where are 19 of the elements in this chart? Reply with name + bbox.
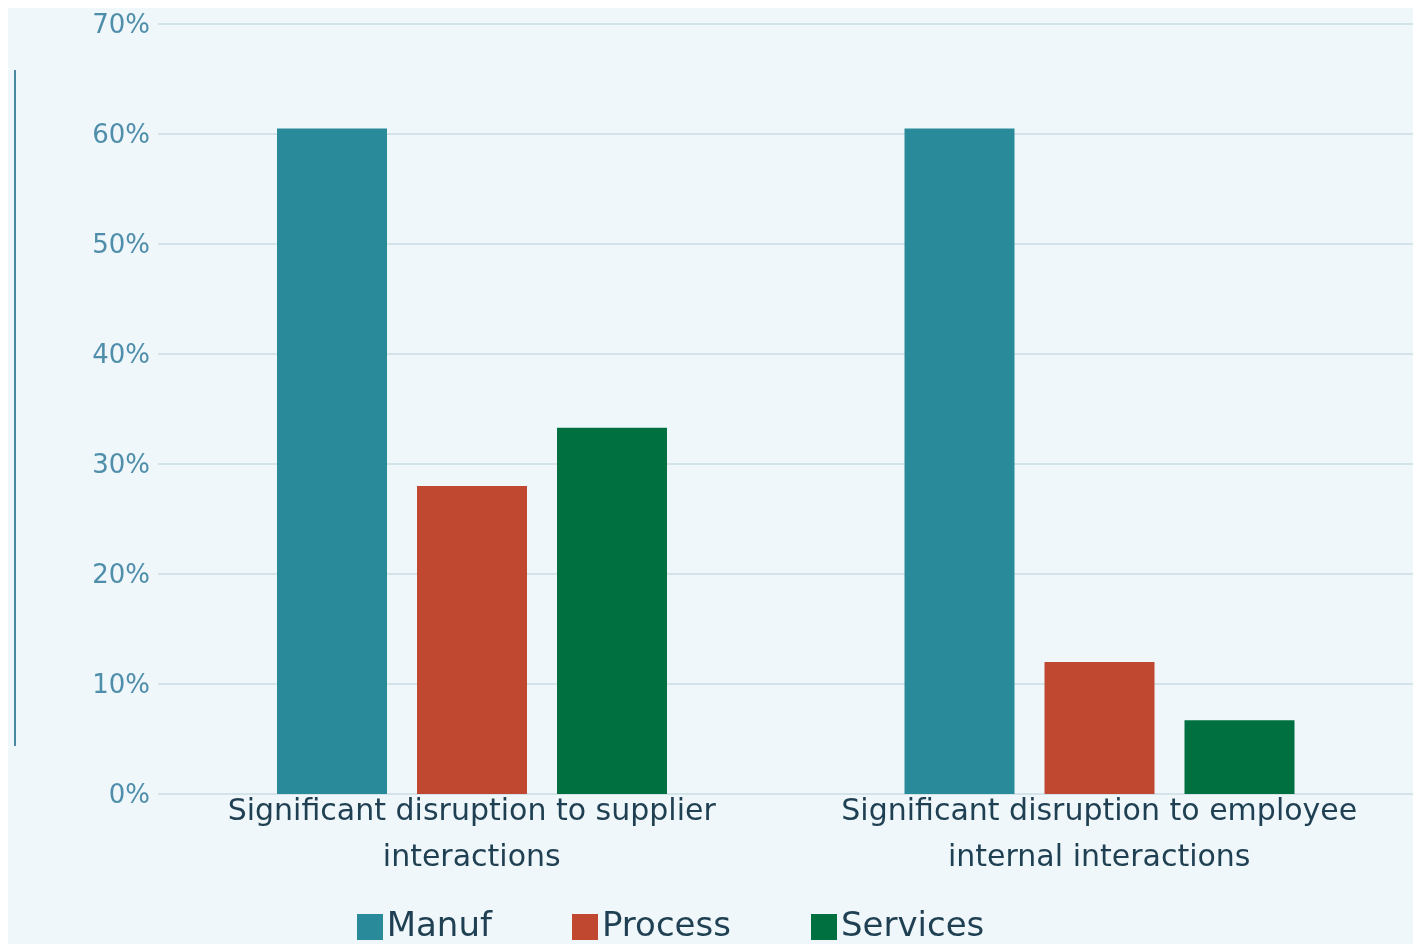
bar <box>277 128 387 794</box>
y-tick-label: 50% <box>92 229 150 260</box>
y-tick-label: 60% <box>92 119 150 150</box>
x-tick-label: Significant disruption to employee internal interactions <box>841 792 1358 873</box>
y-tick-label: 20% <box>92 559 150 590</box>
bar <box>1184 720 1295 794</box>
bar <box>904 128 1015 794</box>
legend-label: Manuf <box>386 904 492 944</box>
y-tick-label: 40% <box>92 339 150 370</box>
y-tick-label: 0% <box>108 779 150 810</box>
legend-label: Process <box>601 904 731 944</box>
x-tick-label: Significant disruption to supplier interactions <box>227 792 717 873</box>
bar <box>557 427 667 794</box>
bar <box>417 486 527 794</box>
legend-label: Services <box>840 904 985 944</box>
y-tick-label: 30% <box>92 449 150 480</box>
y-tick-label: 10% <box>92 669 150 700</box>
y-tick-label: 70% <box>92 9 150 40</box>
bar <box>1044 662 1155 794</box>
